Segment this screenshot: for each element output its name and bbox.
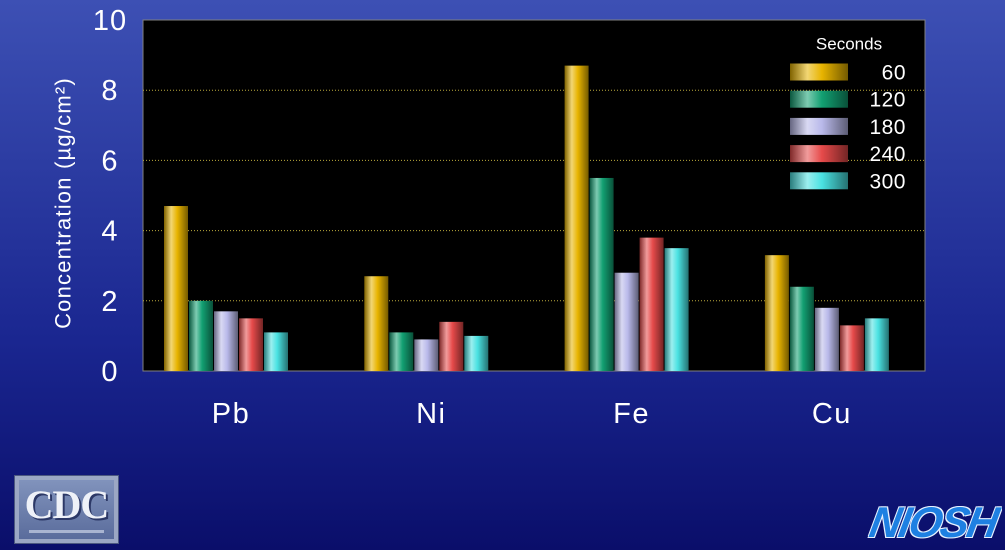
y-tick-label-10: 10: [93, 5, 127, 37]
bar-Pb-180: [214, 311, 238, 371]
bar-Cu-60: [764, 255, 789, 371]
legend-swatch-60: [790, 63, 848, 81]
legend-entry-300: 300: [790, 170, 906, 193]
bar-Cu-240: [839, 325, 864, 371]
legend: Seconds 60 120 180 240 300: [790, 35, 906, 193]
bar-Pb-240: [239, 318, 263, 371]
y-axis-title: Concentration (µg/cm²): [51, 77, 76, 329]
bar-group-Ni: [364, 276, 489, 371]
cdc-logo-rule: [29, 530, 104, 533]
bar-Pb-120: [189, 300, 213, 371]
bar-Cu-300: [864, 318, 889, 371]
legend-entry-120: 120: [790, 89, 906, 112]
y-tick-label-4: 4: [101, 216, 118, 248]
bar-Fe-240: [639, 237, 664, 371]
bars: [164, 65, 889, 371]
legend-label-180: 180: [869, 116, 906, 139]
bar-group-Pb: [164, 206, 288, 371]
bar-Fe-300: [664, 248, 689, 371]
y-tick-label-2: 2: [101, 286, 118, 318]
legend-label-300: 300: [869, 170, 906, 193]
bar-group-Cu: [764, 255, 889, 371]
x-category-label-Ni: Ni: [416, 398, 446, 430]
bar-Cu-120: [789, 286, 814, 371]
legend-title: Seconds: [816, 35, 882, 54]
x-category-label-Pb: Pb: [212, 398, 250, 430]
legend-label-240: 240: [869, 143, 906, 166]
bar-Ni-60: [364, 276, 389, 371]
y-tick-label-6: 6: [101, 145, 118, 177]
cdc-logo: CDC: [14, 475, 119, 544]
legend-label-120: 120: [869, 89, 906, 112]
bar-Ni-120: [389, 332, 414, 371]
y-tick-label-8: 8: [101, 75, 118, 107]
legend-swatch-120: [790, 90, 848, 108]
bar-Pb-300: [264, 332, 288, 371]
cdc-logo-text: CDC: [24, 482, 110, 527]
niosh-logo: NIOSH: [866, 499, 1002, 547]
bar-Ni-240: [439, 321, 464, 371]
niosh-logo-text: NIOSH: [866, 499, 1001, 547]
y-tick-label-0: 0: [101, 356, 118, 388]
x-category-label-Cu: Cu: [812, 398, 852, 430]
x-category-label-Fe: Fe: [613, 398, 650, 430]
legend-swatch-180: [790, 117, 848, 135]
bar-Fe-180: [614, 272, 639, 371]
legend-entry-240: 240: [790, 143, 906, 166]
bar-group-Fe: [564, 65, 689, 371]
legend-swatch-300: [790, 172, 848, 190]
bar-Fe-120: [589, 177, 614, 371]
axis-labels: 0 2 4 6 8 10 Pb Ni Fe Cu: [93, 5, 852, 430]
bar-Fe-60: [564, 65, 589, 371]
legend-entry-60: 60: [790, 62, 906, 85]
bar-Ni-300: [464, 335, 489, 371]
legend-label-60: 60: [882, 62, 906, 85]
bar-Cu-180: [814, 307, 839, 371]
legend-swatch-240: [790, 145, 848, 163]
bar-Pb-60: [164, 206, 188, 371]
bar-Ni-180: [414, 339, 439, 371]
legend-entry-180: 180: [790, 116, 906, 139]
